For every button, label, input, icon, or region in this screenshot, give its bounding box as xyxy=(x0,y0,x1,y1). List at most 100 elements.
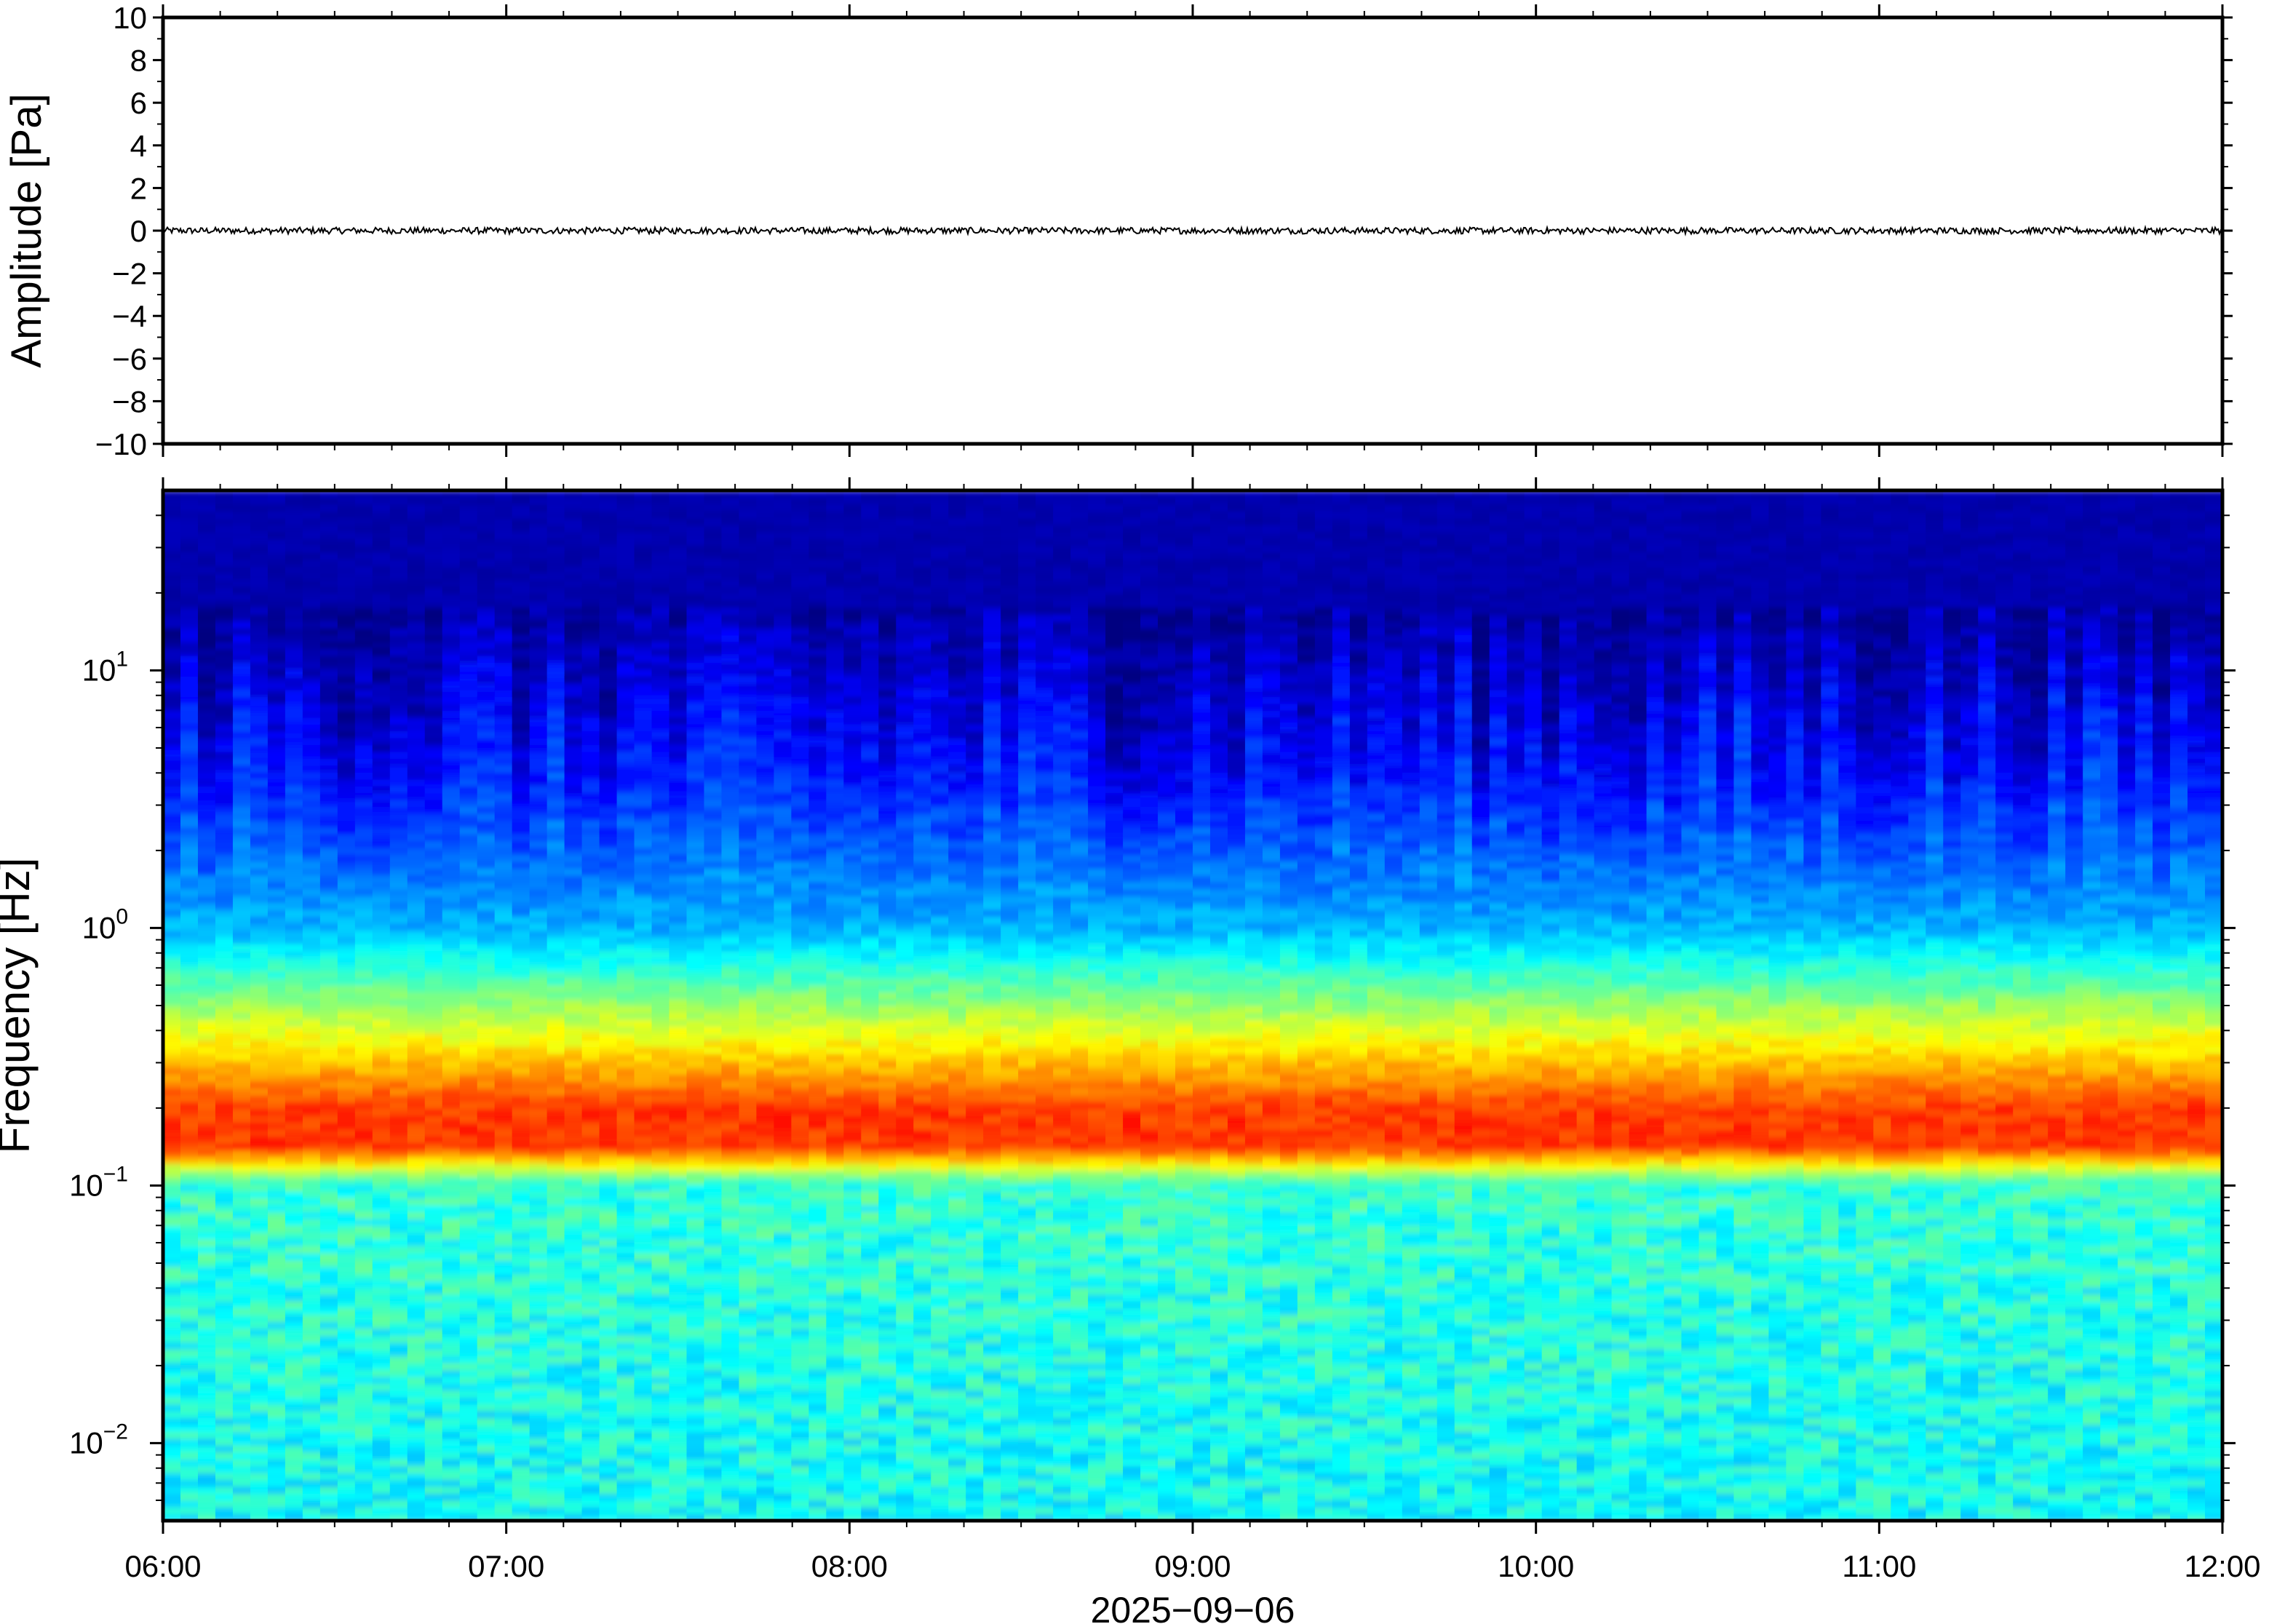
spectrogram-cell xyxy=(529,1417,548,1425)
spectrogram-cell xyxy=(686,1136,705,1144)
spectrogram-cell xyxy=(354,1246,373,1254)
spectrogram-cell xyxy=(547,503,565,512)
spectrogram-cell xyxy=(319,799,338,808)
spectrogram-cell xyxy=(180,525,199,533)
spectrogram-cell xyxy=(547,1507,565,1515)
spectrogram-cell xyxy=(442,1019,461,1027)
spectrogram-cell xyxy=(319,1349,338,1357)
spectrogram-cell xyxy=(354,840,373,848)
spectrogram-cell xyxy=(581,1376,600,1384)
spectrogram-cell xyxy=(163,565,181,574)
spectrogram-cell xyxy=(564,497,583,505)
spectrogram-cell xyxy=(686,1102,705,1110)
spectrogram-cell xyxy=(197,689,216,697)
spectrogram-cell xyxy=(494,1280,513,1288)
spectrogram-cell xyxy=(354,1232,373,1240)
spectrogram-cell xyxy=(634,579,653,587)
spectrogram-cell xyxy=(651,1314,670,1323)
spectrogram-cell xyxy=(407,1300,426,1309)
spectrogram-cell xyxy=(529,1328,548,1336)
spectrogram-cell xyxy=(651,1383,670,1391)
spectrogram-cell xyxy=(459,936,478,944)
spectrogram-cell xyxy=(704,717,723,725)
spectrogram-cell xyxy=(424,1163,443,1171)
spectrogram-cell xyxy=(599,1321,618,1329)
spectrogram-cell xyxy=(197,957,216,966)
spectrogram-cell xyxy=(634,531,653,539)
spectrogram-cell xyxy=(250,1142,269,1151)
spectrogram-cell xyxy=(564,827,583,835)
spectrogram-cell xyxy=(529,1225,548,1233)
spectrogram-cell xyxy=(547,998,565,1006)
spectrogram-cell xyxy=(163,1259,181,1267)
spectrogram-cell xyxy=(634,731,653,739)
spectrogram-cell xyxy=(686,1362,705,1371)
spectrogram-cell xyxy=(564,696,583,704)
spectrogram-cell xyxy=(704,971,723,979)
spectrogram-cell xyxy=(686,1486,705,1494)
spectrogram-cell xyxy=(669,1335,688,1343)
spectrogram-cell xyxy=(529,1507,548,1515)
spectrogram-cell xyxy=(302,744,321,752)
spectrogram-cell xyxy=(442,1465,461,1473)
spectrogram-cell xyxy=(512,682,531,690)
spectrogram-cell xyxy=(250,1342,269,1350)
spectrogram-cell xyxy=(389,1383,408,1391)
spectrogram-cell xyxy=(163,1019,181,1027)
spectrogram-cell xyxy=(180,1150,199,1158)
spectrogram-cell xyxy=(564,1362,583,1371)
spectrogram-cell xyxy=(285,1136,303,1144)
spectrogram-cell xyxy=(616,669,635,677)
spectrogram-cell xyxy=(250,1026,269,1034)
spectrogram-cell xyxy=(494,1218,513,1226)
spectrogram-cell xyxy=(302,799,321,808)
spectrogram-cell xyxy=(547,1404,565,1412)
spectrogram-cell xyxy=(459,779,478,787)
spectrogram-cell xyxy=(302,503,321,512)
spectrogram-cell xyxy=(669,806,688,814)
spectrogram-cell xyxy=(634,1198,653,1206)
spectrogram-cell xyxy=(459,1417,478,1425)
spectrogram-cell xyxy=(704,1349,723,1357)
spectrogram-cell xyxy=(634,717,653,725)
spectrogram-cell xyxy=(232,861,251,869)
spectrogram-cell xyxy=(389,517,408,525)
spectrogram-cell xyxy=(581,1486,600,1494)
spectrogram-cell xyxy=(704,710,723,718)
spectrogram-cell xyxy=(215,950,234,958)
spectrogram-cell xyxy=(529,1054,548,1062)
spectrogram-cell xyxy=(651,1335,670,1343)
spectrogram-cell xyxy=(163,978,181,986)
spectrogram-cell xyxy=(669,1067,688,1075)
spectrogram-cell xyxy=(215,1294,234,1302)
spectrogram-cell xyxy=(494,538,513,546)
spectrogram-cell xyxy=(250,799,269,808)
spectrogram-cell xyxy=(599,779,618,787)
spectrogram-cell xyxy=(354,916,373,924)
spectrogram-cell xyxy=(669,1218,688,1226)
spectrogram-cell xyxy=(564,503,583,512)
spectrogram-cell xyxy=(197,600,216,608)
spectrogram-cell xyxy=(180,1273,199,1281)
spectrogram-cell xyxy=(389,669,408,677)
spectrogram-cell xyxy=(581,1294,600,1302)
spectrogram-cell xyxy=(651,984,670,992)
spectrogram-cell xyxy=(686,998,705,1006)
spectrogram-cell xyxy=(285,1314,303,1323)
spectrogram-cell xyxy=(512,923,531,931)
spectrogram-cell xyxy=(512,579,531,587)
spectrogram-cell xyxy=(163,1006,181,1014)
spectrogram-cell xyxy=(215,1486,234,1494)
spectrogram-cell xyxy=(494,517,513,525)
spectrogram-cell xyxy=(512,634,531,642)
spectrogram-cell xyxy=(477,888,496,896)
spectrogram-cell xyxy=(372,1080,391,1089)
spectrogram-cell xyxy=(232,1486,251,1494)
spectrogram-cell xyxy=(354,847,373,856)
spectrogram-cell xyxy=(232,1287,251,1295)
spectrogram-cell xyxy=(686,854,705,862)
spectrogram-cell xyxy=(529,984,548,992)
spectrogram-cell xyxy=(197,998,216,1006)
spectrogram-cell xyxy=(721,1204,740,1212)
spectrogram-cell xyxy=(389,1410,408,1419)
